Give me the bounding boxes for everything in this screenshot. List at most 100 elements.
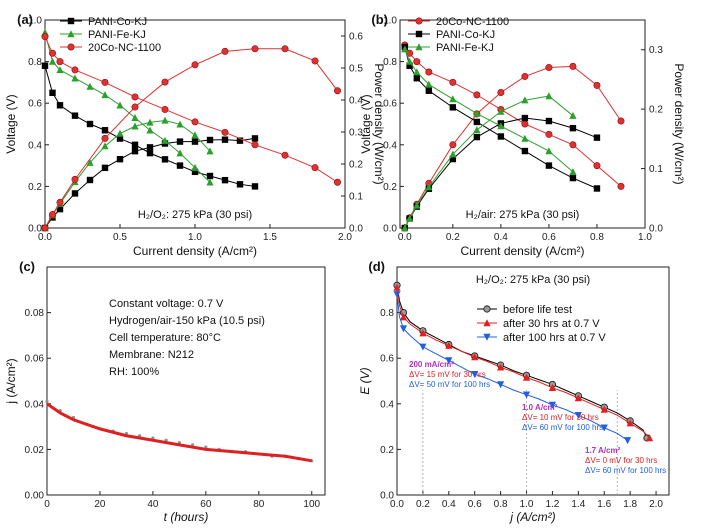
panel-b-power-point (521, 72, 529, 80)
panel-b-voltage-point (593, 162, 601, 170)
panel-b-voltage-point (406, 57, 414, 65)
panel-b-power-point (569, 111, 577, 119)
panel-b-voltage-point (545, 130, 553, 138)
panel-a-power-point (131, 122, 139, 130)
panel-b-voltage-point (425, 68, 433, 76)
panel-a-power-point (206, 136, 214, 144)
panel-d-annotation-1-1: ΔV= 10 mV for 30 hrs (522, 413, 599, 422)
panel-a-y2-tick-label: 0.0 (349, 224, 363, 235)
panel-a-condition: H₂/O₂: 275 kPa (30 psi) (138, 209, 252, 221)
panel-b-x-tick-label: 0.2 (446, 232, 460, 243)
panel-a-power-point (86, 176, 94, 184)
panel-b-voltage-point (569, 174, 577, 182)
panel-a-power-point (146, 144, 154, 151)
panel-c-x-tick-label: 100 (303, 499, 320, 510)
panel-b-y2-tick-label: 0.2 (649, 105, 663, 116)
panel-d-x-tick-label: 1.8 (623, 499, 637, 510)
panel-c-fit-line (46, 402, 313, 463)
panel-b-panel-label: (b) (371, 12, 388, 27)
panel-c-condition-3: Membrane: N212 (109, 349, 194, 361)
panel-d-annotation-0-2: ΔV= 50 mV for 100 hrs (409, 380, 490, 389)
panel-b-power-point (497, 107, 505, 115)
panel-a-voltage-point (176, 149, 184, 157)
panel-b-power-point (425, 183, 433, 191)
panel-a-voltage-point (41, 33, 49, 41)
panel-a-voltage-point (146, 149, 154, 157)
panel-b-power-line-2 (404, 95, 574, 229)
panel-d-series-line-0 (396, 285, 648, 439)
panel-d-annotation-1-0: 1.0 A/cm² (522, 403, 558, 412)
panel-b-y-tick-label: 0.0 (383, 224, 397, 235)
panel-a-voltage-point (41, 62, 49, 69)
panel-a-power-point (176, 138, 184, 145)
panel-b-power-point (593, 81, 601, 89)
panel-d-y-tick-label: 0.2 (380, 445, 394, 456)
panel-d-y-tick-label: 0.0 (380, 491, 394, 502)
panel-a-legend-label: PANI-Co-KJ (88, 16, 147, 28)
panel-a-power-point (116, 129, 124, 137)
panel-a-voltage-point (101, 78, 109, 86)
panel-b-power-point (401, 224, 409, 232)
panel-b-voltage-point (413, 68, 421, 76)
panel-b-y2-tick-label: 0.1 (649, 164, 663, 175)
panel-b-power-line-0 (404, 65, 622, 229)
panel-a-voltage-point (161, 136, 169, 144)
panel-b-voltage-point (617, 182, 625, 190)
panel-d-y-tick-label: 0.8 (380, 308, 394, 319)
panel-d-legend-marker (483, 333, 491, 341)
panel-a-y2-tick-label: 0.6 (349, 32, 363, 43)
panel-a-power-point (48, 211, 56, 219)
panel-b-condition: H₂/air: 275 kPa (30 psi) (466, 209, 580, 221)
panel-d-series-point (497, 381, 505, 389)
panel-a-voltage-point (56, 102, 64, 109)
panel-a-voltage-line-0 (44, 65, 256, 187)
panel-a-legend-marker (67, 43, 75, 51)
panel-a-power-line-0 (44, 137, 256, 229)
panel-a-power-point (206, 147, 214, 155)
panel-c-condition-2: Cell temperature: 80°C (109, 332, 221, 344)
panel-b-voltage-point (449, 104, 457, 111)
panel-a-power-point (251, 135, 259, 142)
panel-a-voltage-point (116, 135, 124, 142)
panel-c-condition-0: Constant voltage: 0.7 V (109, 298, 224, 310)
panel-c-x-axis-label: t (hours) (164, 510, 209, 524)
panel-a-y-tick-label: 1.0 (28, 16, 42, 27)
panel-b-power-point (569, 62, 577, 70)
panel-b-voltage-point (497, 133, 505, 140)
panel-c-x-tick-label: 80 (253, 499, 265, 510)
panel-c-x-tick-label: 60 (200, 499, 212, 510)
panel-b-y2-tick-label: 0.0 (649, 224, 663, 235)
panel-a-x-tick-label: 0.0 (38, 232, 52, 243)
panel-b-power-point (449, 155, 457, 163)
panel-b-power-point (521, 114, 529, 122)
panel-d-series-point (497, 363, 505, 371)
panel-a-y-tick-label: 0.2 (28, 182, 42, 193)
panel-d-series-point (445, 341, 453, 349)
panel-a-voltage-point (116, 101, 124, 109)
panel-a-legend-label: PANI-Fe-KJ (88, 29, 146, 41)
panel-b-power-point (449, 141, 457, 149)
panel-b-voltage-line-0 (404, 44, 622, 187)
panel-d-series-point (574, 412, 582, 419)
panel-b-voltage-line-2 (404, 48, 574, 173)
panel-d-series-point (399, 313, 408, 321)
panel-a-power-point (236, 137, 244, 144)
panel-b-voltage-point (449, 78, 457, 86)
panel-b-legend-label: PANI-Fe-KJ (436, 42, 494, 54)
panel-a-power-point (131, 103, 139, 111)
panel-a-voltage-point (131, 113, 139, 121)
panel-b-power-point (545, 92, 553, 100)
panel-d-series-point (419, 329, 427, 337)
panel-a-panel-label: (a) (17, 12, 33, 27)
panel-d-legend-marker (483, 305, 491, 313)
panel-c-panel-label: (c) (19, 259, 35, 274)
panel-a-voltage-point (221, 176, 229, 184)
panel-b-voltage-point (473, 91, 481, 99)
panel-a-x-tick-label: 1.0 (188, 232, 202, 243)
panel-b-y-tick-label: 0.6 (383, 99, 397, 110)
panel-b-x-tick-label: 0.6 (542, 232, 556, 243)
panel-b-y-tick-label: 0.4 (383, 140, 397, 151)
panel-a-legend-marker (67, 30, 75, 38)
panel-a-voltage-point (71, 66, 79, 74)
panel-d-x-tick-label: 1.4 (571, 499, 585, 510)
